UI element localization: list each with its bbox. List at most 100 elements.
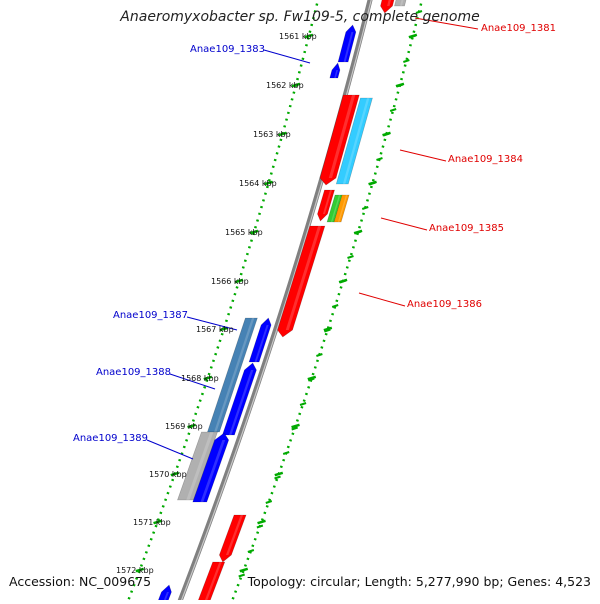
gene-red-small-sheen <box>322 190 333 214</box>
label-leader-line <box>399 149 447 162</box>
gene-anae109-1389 <box>192 432 230 503</box>
gene-blue-small <box>329 62 341 79</box>
label-leader-line <box>186 316 238 331</box>
gene-anae109-1386-sheen <box>285 226 322 330</box>
gene-label-anae109-1386[interactable]: Anae109_1386 <box>407 299 482 310</box>
kbp-label: 1561 kbp <box>279 32 317 41</box>
minor-tick <box>324 328 331 333</box>
kbp-label: 1572 kbp <box>116 566 154 575</box>
gene-anae109-1387-sheen <box>214 318 255 432</box>
minor-tick <box>316 353 323 357</box>
gene-anae109-1389-sheen <box>200 440 226 502</box>
gene-anae109-1383-sheen <box>343 32 354 62</box>
map-title: Anaeromyxobacter sp. Fw109-5, complete g… <box>120 9 480 25</box>
gene-grey-top-sheen <box>399 0 404 6</box>
genome-backbone <box>176 0 373 604</box>
minor-tick <box>396 83 404 88</box>
label-leader-line <box>358 292 406 307</box>
gene-label-anae109-1383[interactable]: Anae109_1383 <box>190 44 265 55</box>
minor-tick <box>369 181 376 186</box>
gene-grey-top <box>394 0 407 7</box>
gene-red-lower-1-sheen <box>225 515 244 555</box>
kbp-tick <box>153 519 162 525</box>
kbp-label: 1563 kbp <box>253 130 291 139</box>
minor-tick <box>282 451 290 455</box>
minor-tick <box>383 132 390 137</box>
kbp-label: 1568 kbp <box>181 374 219 383</box>
minor-tick <box>347 255 354 259</box>
gene-label-anae109-1384[interactable]: Anae109_1384 <box>448 154 523 165</box>
gene-red-lower-2 <box>196 561 226 604</box>
minor-tick <box>376 157 383 161</box>
minor-tick <box>299 402 307 406</box>
gene-blue-1387b-sheen <box>254 325 269 362</box>
gene-label-anae109-1385[interactable]: Anae109_1385 <box>429 223 504 234</box>
gene-anae109-1386 <box>277 225 326 338</box>
minor-tick <box>238 573 246 578</box>
minor-tick <box>339 279 347 284</box>
gene-anae109-1381-sheen <box>387 0 391 6</box>
gene-anae109-1388-sheen <box>229 370 254 435</box>
gene-red-small <box>317 189 335 222</box>
gene-anae109-1381 <box>380 0 395 14</box>
gene-red-lower-2-sheen <box>203 562 222 604</box>
kbp-tick <box>135 567 145 573</box>
gene-blue-bottom <box>156 584 172 604</box>
gene-orange-sheen <box>337 195 348 222</box>
kbp-label: 1567 kbp <box>196 325 234 334</box>
gene-anae109-1384 <box>335 97 373 185</box>
kbp-tick <box>307 375 317 381</box>
minor-tick <box>331 304 339 308</box>
minor-tick <box>389 108 397 112</box>
minor-tick <box>256 524 264 529</box>
gene-anae109-1387 <box>207 317 258 433</box>
kbp-label: 1566 kbp <box>211 277 249 286</box>
gene-anae109-1385-sheen <box>330 195 341 222</box>
minor-tick <box>247 549 255 553</box>
minor-tick <box>265 500 273 504</box>
label-leader-line <box>414 17 479 30</box>
kbp-tick <box>187 423 196 429</box>
gene-label-anae109-1381[interactable]: Anae109_1381 <box>481 23 556 34</box>
gene-label-anae109-1387[interactable]: Anae109_1387 <box>113 310 188 321</box>
kbp-tick <box>219 326 229 332</box>
minor-tick <box>307 377 315 382</box>
kbp-label: 1565 kbp <box>225 228 263 237</box>
gene-label-anae109-1389[interactable]: Anae109_1389 <box>73 433 148 444</box>
minor-tick <box>361 206 369 210</box>
label-leader-line <box>169 373 216 390</box>
minor-tick <box>409 34 417 39</box>
kbp-tick <box>291 82 301 88</box>
gene-label-anae109-1388[interactable]: Anae109_1388 <box>96 367 171 378</box>
kbp-label: 1562 kbp <box>266 81 304 90</box>
inner-dotted-track <box>125 0 320 604</box>
kbp-label: 1571 kbp <box>133 518 171 527</box>
gene-anae109-1383 <box>337 24 357 63</box>
gene-red-lower-1 <box>219 514 247 563</box>
kbp-tick <box>249 229 259 235</box>
label-leader-line <box>146 439 194 460</box>
gene-anae109-1384-red-sheen <box>328 95 356 178</box>
kbp-tick <box>239 567 249 573</box>
minor-tick <box>291 426 298 431</box>
kbp-tick <box>264 180 273 186</box>
minor-tick <box>274 475 281 480</box>
kbp-tick <box>291 423 300 429</box>
kbp-label: 1564 kbp <box>239 179 277 188</box>
topology-text: Topology: circular; Length: 5,277,990 bp… <box>247 574 591 589</box>
gene-grey-lower-sheen <box>186 432 214 500</box>
kbp-tick <box>203 375 213 381</box>
label-leader-line <box>263 49 311 64</box>
gene-orange <box>333 194 350 223</box>
gene-anae109-1388 <box>222 362 257 436</box>
minor-tick <box>415 10 423 14</box>
gene-anae109-1384-sheen <box>342 98 370 184</box>
kbp-tick <box>257 519 266 525</box>
kbp-tick <box>278 131 287 137</box>
gene-anae109-1384-red <box>319 94 360 186</box>
kbp-tick <box>274 471 284 477</box>
outer-dotted-track <box>229 0 424 604</box>
genome-backbone-highlight <box>179 0 372 604</box>
